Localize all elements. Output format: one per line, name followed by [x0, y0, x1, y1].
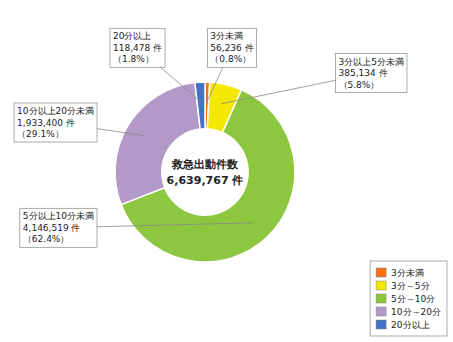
data-label: 10分以上20分未満 1,933,400 件（29.1%）: [17, 106, 94, 139]
data-label-line: 10分以上20分未満: [17, 106, 94, 116]
data-label-line: 5分以上10分未満: [23, 211, 94, 221]
data-label: 3分以上5分未満385,134 件 （5.8%）: [339, 57, 404, 90]
data-label: 3分未満 56,236 件（0.8%）: [210, 31, 253, 64]
legend-box: [370, 261, 447, 336]
annotation-box: [336, 54, 407, 93]
data-label-line: （62.4%）: [23, 234, 70, 244]
annotation-box: [110, 28, 165, 67]
annotation: 20分以上 118,478 件（1.8%）: [110, 28, 165, 67]
legend-label: 20分以上: [391, 320, 429, 330]
legend-swatch: [376, 307, 386, 316]
donut: [115, 82, 295, 262]
legend-swatch: [376, 281, 386, 290]
data-label-line: 1,933,400 件: [17, 118, 75, 128]
annotation-box: [14, 103, 97, 142]
annotation-box: [20, 208, 97, 247]
data-label-line: （1.8%）: [113, 54, 154, 64]
annotation: 3分未満 56,236 件（0.8%）: [207, 28, 256, 67]
data-label-line: 20分以上: [113, 31, 151, 41]
connectors: [56, 48, 372, 228]
data-label-line: 3分以上5分未満: [339, 57, 404, 67]
legend-label: 10分～20分: [391, 307, 441, 317]
data-label-line: 3分未満: [210, 31, 243, 41]
data-label: 20分以上 118,478 件（1.8%）: [113, 31, 162, 64]
data-label-line: 56,236 件: [210, 43, 253, 53]
chart: 救急出動件数 6,639,767 件 3分未満 56,236 件（0.8%） 3分以上5…: [0, 0, 453, 342]
donut-slice: [195, 82, 205, 129]
subtitle: 6,639,767 件: [167, 174, 244, 187]
title: 救急出動件数: [171, 158, 239, 171]
legend-label: 3分～5分: [391, 281, 429, 291]
legend-label: 5分～10分: [391, 294, 435, 304]
legend-swatch: [376, 320, 386, 329]
annotation-box: [207, 28, 256, 67]
annotations: 3分未満 56,236 件（0.8%） 3分以上5分未満385,134 件 （5.8%…: [14, 28, 407, 247]
data-label-line: 385,134 件: [339, 68, 388, 78]
annotation: 3分以上5分未満385,134 件 （5.8%）: [336, 54, 407, 93]
data-label-line: （29.1%）: [17, 129, 64, 139]
legend-swatch: [376, 294, 386, 303]
legend-label: 3分未満: [391, 268, 424, 278]
data-label: 5分以上10分未満 4,146,519 件（62.4%）: [23, 211, 94, 244]
legend: 3分未満 3分～5分 5分～10分 10分～20分 20分以上: [370, 261, 447, 336]
legend-swatch: [376, 268, 386, 277]
data-label-line: 118,478 件: [113, 43, 162, 53]
data-label-line: （5.8%）: [339, 80, 380, 90]
annotation: 5分以上10分未満 4,146,519 件（62.4%）: [20, 208, 97, 247]
data-label-line: （0.8%）: [210, 54, 251, 64]
data-label-line: 4,146,519 件: [23, 223, 81, 233]
annotation: 10分以上20分未満 1,933,400 件（29.1%）: [14, 103, 97, 142]
